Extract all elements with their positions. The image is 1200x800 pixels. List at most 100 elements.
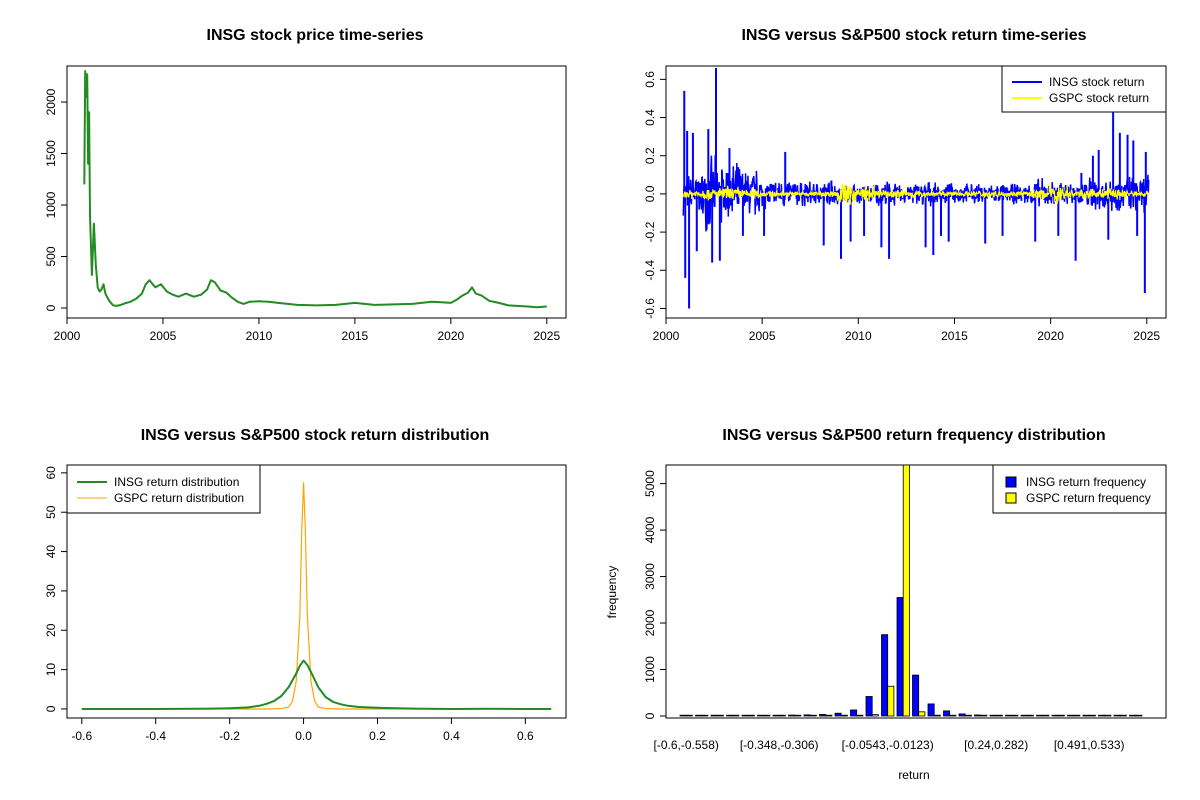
gspc-frequency-bar bbox=[747, 714, 755, 717]
gspc-frequency-bar bbox=[980, 714, 988, 717]
distribution-series-group bbox=[81, 482, 552, 710]
return-ts-y-tick-label: -0.4 bbox=[643, 260, 657, 281]
price-x-tick-label: 2010 bbox=[246, 329, 273, 343]
insg-frequency-bar bbox=[881, 634, 889, 717]
frequency-x-tick-label: [0.24,0.282) bbox=[964, 738, 1028, 752]
return-ts-y-tick-label: -0.2 bbox=[643, 221, 657, 242]
distribution-y-tick-label: 50 bbox=[44, 505, 58, 519]
legend-insg-frequency-swatch bbox=[1005, 476, 1017, 488]
distribution-y-tick-label: 60 bbox=[44, 466, 58, 480]
return-ts-chart-title: INSG versus S&P500 stock return time-ser… bbox=[741, 27, 1086, 44]
gspc-distribution-line bbox=[81, 482, 552, 710]
return-ts-legend-box bbox=[1001, 65, 1167, 113]
insg-frequency-bar bbox=[974, 714, 982, 717]
legend-gspc-return-label: GSPC stock return bbox=[1049, 91, 1149, 105]
distribution-x-tick-label: -0.6 bbox=[71, 729, 92, 743]
return-ts-x-tick-label: 2015 bbox=[941, 329, 968, 343]
gspc-frequency-bar bbox=[1119, 714, 1127, 717]
gspc-frequency-bar bbox=[1073, 714, 1081, 717]
insg-frequency-bar bbox=[989, 714, 997, 717]
frequency-x-tick-label: [-0.348,-0.306) bbox=[740, 738, 819, 752]
gspc-frequency-bar bbox=[794, 714, 802, 717]
insg-frequency-bar bbox=[788, 714, 796, 717]
price-y-tick-label: 2000 bbox=[44, 88, 58, 115]
frequency-legend: INSG return frequency GSPC return freque… bbox=[992, 464, 1167, 514]
insg-frequency-bar bbox=[1005, 714, 1013, 717]
insg-frequency-bar bbox=[1098, 714, 1106, 717]
return-ts-x-axis: 2000 2005 2010 2015 2020 2025 bbox=[653, 317, 1160, 343]
legend-gspc-frequency-label: GSPC return frequency bbox=[1026, 491, 1151, 505]
distribution-x-axis: -0.6 -0.4 -0.2 0.0 0.2 0.4 0.6 bbox=[71, 717, 534, 743]
return-ts-x-tick-label: 2025 bbox=[1133, 329, 1160, 343]
return-ts-y-axis: -0.6 -0.4 -0.2 0.0 0.2 0.4 0.6 bbox=[643, 71, 667, 319]
price-series-line bbox=[83, 70, 547, 309]
gspc-frequency-bar bbox=[949, 714, 957, 717]
gspc-frequency-bar bbox=[716, 714, 724, 717]
insg-frequency-bar bbox=[772, 714, 780, 717]
return-ts-y-tick-label: 0.0 bbox=[643, 185, 657, 202]
price-y-tick-label: 0 bbox=[44, 304, 58, 311]
gspc-frequency-bar bbox=[918, 711, 926, 717]
frequency-y-tick-label: 4000 bbox=[643, 516, 657, 543]
return-ts-x-tick-label: 2010 bbox=[845, 329, 872, 343]
price-x-tick-label: 2000 bbox=[54, 329, 81, 343]
frequency-y-tick-label: 1000 bbox=[643, 656, 657, 683]
return-ts-legend: INSG stock return GSPC stock return bbox=[1001, 65, 1167, 113]
distribution-x-tick-label: 0.0 bbox=[295, 729, 312, 743]
frequency-bars-group bbox=[679, 464, 1143, 717]
return-ts-series-group bbox=[682, 67, 1150, 309]
insg-frequency-bar bbox=[679, 714, 687, 717]
insg-frequency-bar bbox=[834, 712, 842, 717]
gspc-frequency-bar bbox=[856, 714, 864, 717]
insg-frequency-bar bbox=[741, 714, 749, 717]
gspc-frequency-bar bbox=[825, 714, 833, 717]
distribution-y-tick-label: 20 bbox=[44, 623, 58, 637]
price-chart-title: INSG stock price time-series bbox=[207, 27, 424, 44]
distribution-x-tick-label: 0.6 bbox=[517, 729, 534, 743]
price-timeseries-panel: INSG stock price time-series 2000 2005 201… bbox=[44, 27, 567, 343]
frequency-y-tick-label: 2000 bbox=[643, 609, 657, 636]
return-distribution-panel: INSG versus S&P500 stock return distribu… bbox=[44, 427, 567, 743]
price-x-axis: 2000 2005 2010 2015 2020 2025 bbox=[54, 317, 560, 343]
return-ts-x-tick-label: 2020 bbox=[1037, 329, 1064, 343]
legend-insg-frequency-label: INSG return frequency bbox=[1026, 475, 1146, 489]
distribution-legend-box bbox=[66, 464, 261, 514]
insg-frequency-bar bbox=[819, 713, 827, 717]
frequency-legend-box bbox=[992, 464, 1167, 514]
return-timeseries-panel: INSG versus S&P500 stock return time-ser… bbox=[643, 27, 1167, 343]
gspc-frequency-bar bbox=[887, 685, 895, 717]
insg-frequency-bar bbox=[1082, 714, 1090, 717]
distribution-legend: INSG return distribution GSPC return dis… bbox=[66, 464, 261, 514]
distribution-y-tick-label: 30 bbox=[44, 584, 58, 598]
distribution-y-tick-label: 10 bbox=[44, 663, 58, 677]
frequency-y-tick-label: 5000 bbox=[643, 470, 657, 497]
gspc-frequency-bar bbox=[763, 714, 771, 717]
gspc-frequency-bar bbox=[871, 714, 879, 717]
gspc-frequency-bar bbox=[778, 714, 786, 717]
insg-frequency-bar bbox=[912, 674, 920, 717]
insg-frequency-bar bbox=[695, 714, 703, 717]
legend-insg-return-label: INSG stock return bbox=[1049, 75, 1144, 89]
insg-frequency-bar bbox=[896, 597, 904, 717]
insg-frequency-bar bbox=[850, 709, 858, 717]
distribution-x-tick-label: -0.2 bbox=[219, 729, 240, 743]
gspc-frequency-bar bbox=[1026, 714, 1034, 717]
distribution-x-tick-label: -0.4 bbox=[145, 729, 166, 743]
frequency-y-tick-label: 0 bbox=[643, 712, 657, 719]
insg-frequency-bar bbox=[958, 713, 966, 717]
price-x-tick-label: 2005 bbox=[150, 329, 177, 343]
gspc-frequency-bar bbox=[995, 714, 1003, 717]
frequency-y-axis-label: frequency bbox=[605, 566, 619, 619]
return-ts-x-tick-label: 2005 bbox=[749, 329, 776, 343]
legend-gspc-frequency-swatch bbox=[1005, 492, 1017, 504]
gspc-frequency-bar bbox=[933, 714, 941, 717]
insg-frequency-bar bbox=[803, 714, 811, 717]
distribution-y-axis: 0 10 20 30 40 50 60 bbox=[44, 466, 68, 712]
price-x-tick-label: 2015 bbox=[342, 329, 369, 343]
return-ts-x-tick-label: 2000 bbox=[653, 329, 680, 343]
frequency-distribution-panel: INSG versus S&P500 return frequency dist… bbox=[605, 427, 1167, 782]
distribution-y-tick-label: 40 bbox=[44, 545, 58, 559]
insg-frequency-bar bbox=[1113, 714, 1121, 717]
